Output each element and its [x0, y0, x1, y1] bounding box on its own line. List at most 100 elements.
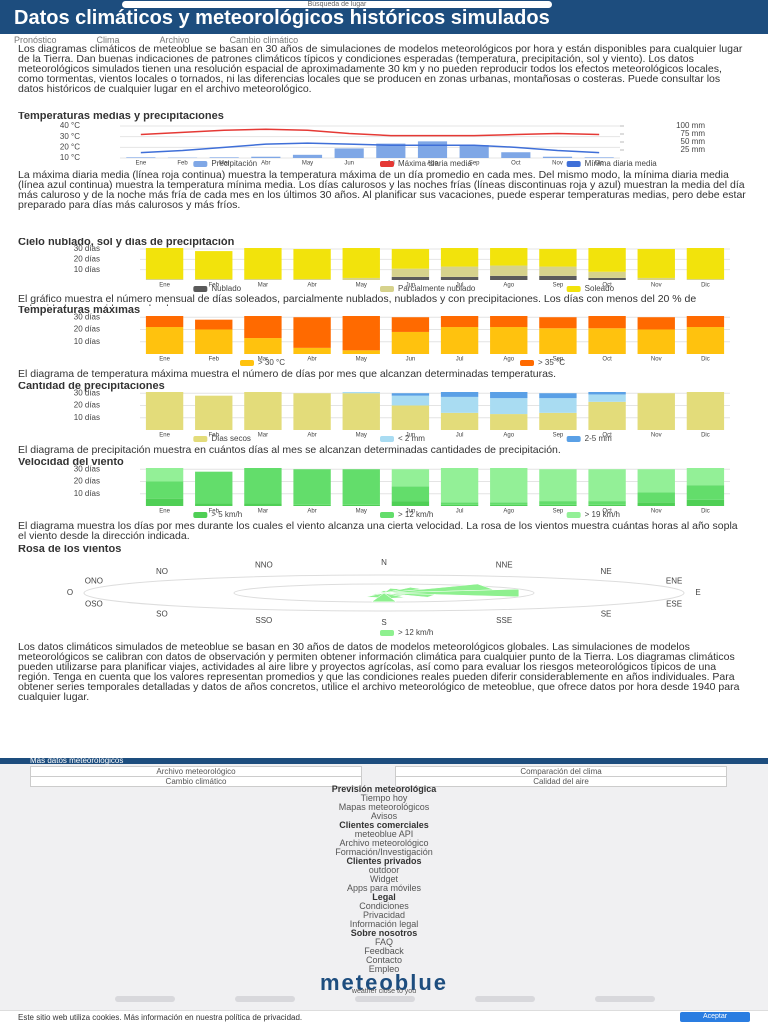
bar-segment	[539, 469, 576, 501]
legend-swatch	[193, 161, 207, 167]
bar-segment	[687, 316, 724, 327]
bar-segment	[392, 269, 429, 277]
bar-segment	[539, 276, 576, 280]
y-tick-label: 20 días	[74, 254, 100, 263]
bar-segment	[392, 277, 429, 280]
tagline: weather close to you	[0, 988, 768, 995]
paragraph: Los datos climáticos simulados de meteob…	[18, 642, 746, 750]
direction-label: NE	[600, 567, 611, 576]
x-tick-label: Mar	[258, 283, 268, 289]
bar-segment	[441, 248, 478, 267]
bar-segment	[687, 248, 724, 279]
x-tick-label: May	[356, 433, 367, 439]
cookie-text: Este sitio web utiliza cookies. Más info…	[0, 1013, 302, 1022]
legend-label: < 2 mm	[398, 434, 425, 443]
y-tick-label: 10 días	[74, 413, 100, 422]
y-tick-label: 30 días	[74, 312, 100, 321]
bar-segment	[441, 327, 478, 354]
bar-segment	[293, 348, 330, 354]
bar-segment	[539, 398, 576, 413]
bar-segment	[244, 504, 281, 506]
x-tick-label: Ene	[159, 509, 170, 515]
chart-title: Temperaturas medias y precipitaciones	[18, 112, 224, 122]
social-link[interactable]: Facebook	[115, 996, 175, 1002]
bar-segment	[490, 248, 527, 266]
x-tick-label: Nov	[651, 433, 662, 439]
legend-swatch	[520, 360, 534, 366]
bar-segment	[293, 279, 330, 280]
legend-swatch	[567, 286, 581, 292]
bar-segment	[146, 481, 183, 498]
bar	[460, 145, 489, 158]
social-link[interactable]: YouTube	[475, 996, 535, 1002]
bar-segment	[146, 392, 183, 430]
bar	[293, 155, 322, 158]
x-tick-label: Abr	[307, 357, 316, 363]
x-tick-label: Ago	[503, 283, 514, 289]
paragraph: El diagrama muestra los días por mes dur…	[18, 521, 746, 543]
bar-segment	[392, 393, 429, 395]
legend-label: > 19 km/h	[585, 510, 620, 519]
direction-label: OSO	[85, 600, 103, 609]
chart-title: Velocidad del viento	[18, 458, 124, 468]
bar-segment	[490, 276, 527, 280]
bar-segment	[146, 248, 183, 279]
bar	[251, 157, 280, 158]
bar-segment	[539, 413, 576, 430]
legend-swatch	[193, 436, 207, 442]
bar-segment	[146, 327, 183, 354]
y-tick-label: 30 días	[74, 388, 100, 397]
social-link[interactable]: Twitter	[235, 996, 295, 1002]
legend-swatch	[380, 512, 394, 518]
paragraph: La máxima diaria media (línea roja conti…	[18, 170, 746, 236]
social-link[interactable]: Instagram	[595, 996, 655, 1002]
bar-segment	[293, 393, 330, 430]
bar-segment	[588, 248, 625, 272]
y-tick-label: 10 °C	[60, 153, 80, 162]
direction-label: SO	[156, 609, 168, 618]
bar-segment	[146, 316, 183, 327]
direction-label: E	[695, 588, 700, 597]
legend-swatch	[380, 436, 394, 442]
bar-segment	[244, 316, 281, 338]
y-tick-label: 20 °C	[60, 142, 80, 151]
x-tick-label: Sep	[553, 433, 564, 439]
y2-tick-label: 100 mm	[676, 121, 705, 130]
bar-segment	[687, 500, 724, 506]
direction-label: S	[381, 618, 386, 627]
bar-segment	[244, 468, 281, 504]
page-title: Datos climáticos y meteorológicos histór…	[14, 8, 754, 28]
x-tick-label: May	[356, 283, 367, 289]
x-tick-label: Jun	[406, 357, 416, 363]
bar	[543, 157, 572, 158]
bar-segment	[588, 328, 625, 354]
bar-segment	[293, 469, 330, 505]
bar-segment	[490, 502, 527, 504]
direction-label: N	[381, 558, 387, 567]
bar-segment	[293, 505, 330, 506]
direction-label: O	[67, 588, 73, 597]
x-tick-label: Nov	[651, 509, 662, 515]
bar-segment	[539, 267, 576, 276]
bar-segment	[195, 396, 232, 430]
search-box[interactable]: Búsqueda de lugar	[122, 1, 552, 8]
y-tick-label: 10 días	[74, 489, 100, 498]
bar-segment	[539, 393, 576, 398]
x-tick-label: Nov	[552, 161, 563, 167]
bar-segment	[392, 469, 429, 486]
legend-swatch	[193, 286, 207, 292]
line	[141, 129, 599, 135]
social-link[interactable]: LinkedIn	[355, 996, 415, 1002]
y2-tick-label: 25 mm	[681, 145, 706, 154]
bar-segment	[687, 485, 724, 500]
accept-button[interactable]: Aceptar	[680, 1012, 750, 1022]
direction-label: ONO	[85, 577, 103, 586]
paragraph: Los diagramas climáticos de meteoblue se…	[18, 44, 746, 112]
direction-label: SSO	[255, 616, 272, 625]
legend-swatch	[193, 512, 207, 518]
y-tick-label: 20 días	[74, 401, 100, 410]
